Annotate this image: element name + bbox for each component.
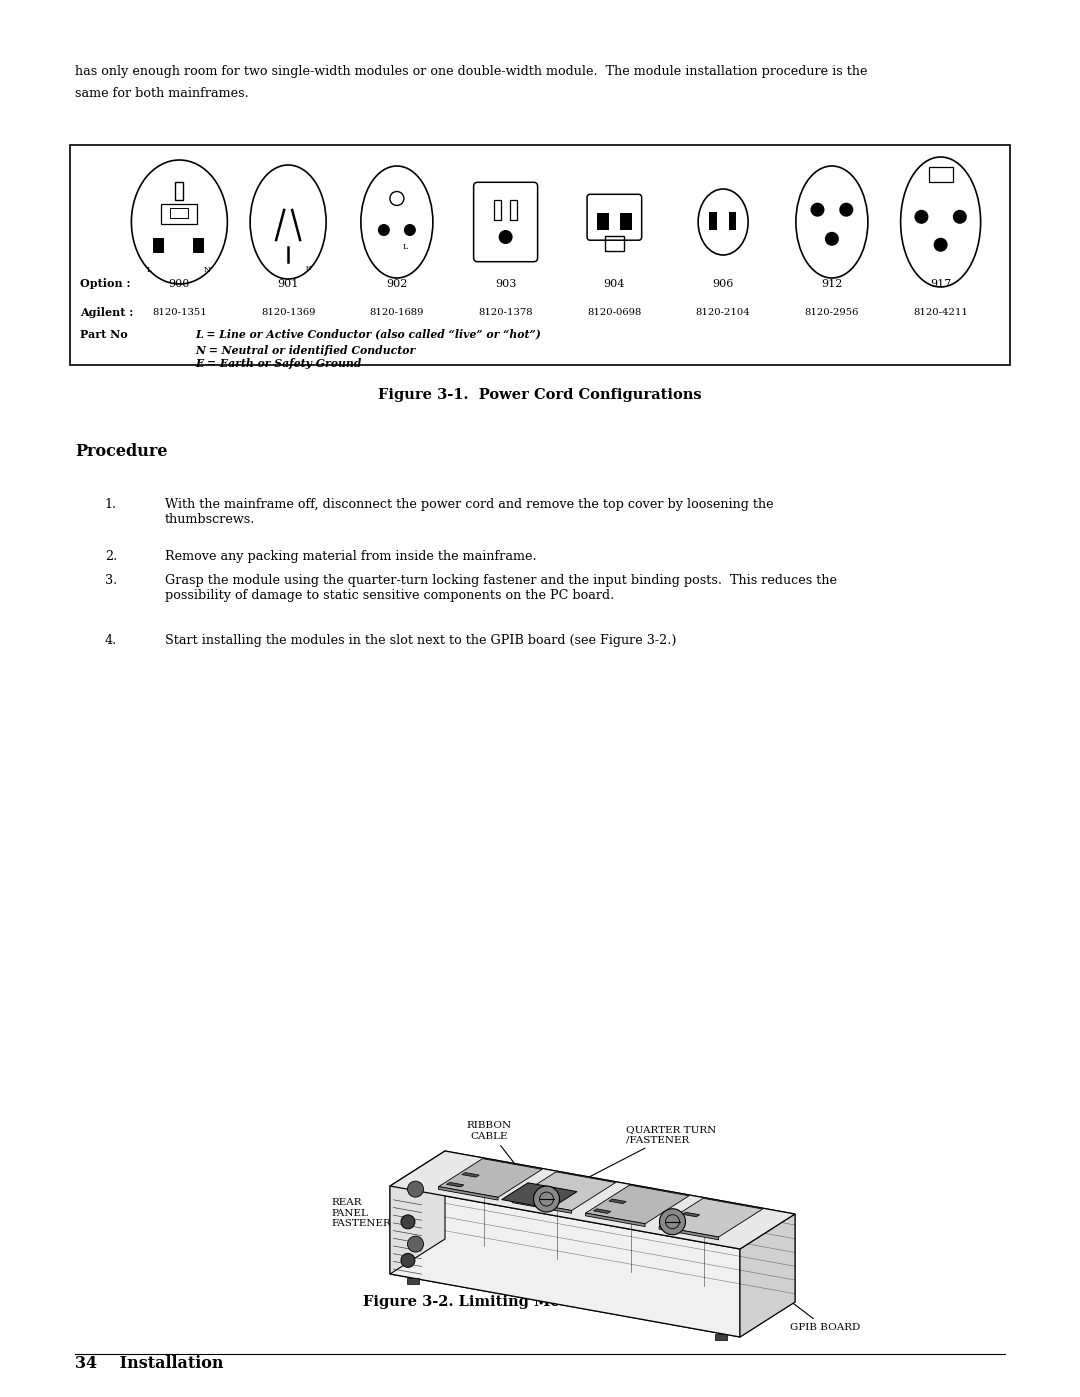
Text: 901: 901 xyxy=(278,278,299,289)
Text: Agilent :: Agilent : xyxy=(80,307,133,317)
Text: With the mainframe off, disconnect the power cord and remove the top cover by lo: With the mainframe off, disconnect the p… xyxy=(165,497,773,527)
Text: N: N xyxy=(204,267,211,274)
Polygon shape xyxy=(438,1158,542,1197)
Circle shape xyxy=(660,1208,686,1235)
Text: 904: 904 xyxy=(604,278,625,289)
Bar xyxy=(605,236,624,250)
Circle shape xyxy=(404,224,416,236)
Polygon shape xyxy=(445,1151,795,1302)
Text: 8120-0698: 8120-0698 xyxy=(588,307,642,317)
Text: QUARTER TURN
/FASTENER: QUARTER TURN /FASTENER xyxy=(549,1125,717,1197)
Polygon shape xyxy=(390,1186,740,1337)
Text: 8120-1351: 8120-1351 xyxy=(152,307,206,317)
Polygon shape xyxy=(512,1172,616,1211)
Polygon shape xyxy=(683,1213,700,1217)
Polygon shape xyxy=(390,1151,795,1249)
Text: REAR
PANEL
FASTENER: REAR PANEL FASTENER xyxy=(330,1199,418,1228)
Text: Figure 3-2. Limiting Modules In an Agilent: Figure 3-2. Limiting Modules In an Agile… xyxy=(363,1295,717,1309)
Bar xyxy=(929,168,953,182)
Bar xyxy=(494,200,501,219)
Polygon shape xyxy=(446,1182,463,1187)
Bar xyxy=(161,204,198,224)
Text: 34    Installation: 34 Installation xyxy=(75,1355,224,1372)
Circle shape xyxy=(401,1215,415,1229)
Text: 8120-2104: 8120-2104 xyxy=(696,307,751,317)
Polygon shape xyxy=(667,1222,685,1227)
Bar xyxy=(510,200,516,219)
Text: Figure 3-1.  Power Cord Configurations: Figure 3-1. Power Cord Configurations xyxy=(378,388,702,402)
Text: L: L xyxy=(147,267,152,274)
Circle shape xyxy=(534,1186,559,1213)
Text: has only enough room for two single-width modules or one double-width module.  T: has only enough room for two single-widt… xyxy=(75,66,867,78)
Text: 1.: 1. xyxy=(105,497,117,511)
Polygon shape xyxy=(438,1186,498,1200)
Polygon shape xyxy=(390,1239,795,1337)
Bar xyxy=(171,208,188,218)
Polygon shape xyxy=(585,1213,645,1227)
Bar xyxy=(175,182,184,200)
Text: Start installing the modules in the slot next to the GPIB board (see Figure 3-2.: Start installing the modules in the slot… xyxy=(165,634,676,647)
Text: 8120-1689: 8120-1689 xyxy=(369,307,424,317)
Circle shape xyxy=(407,1236,423,1252)
Text: 3.: 3. xyxy=(105,574,118,587)
Text: same for both mainframes.: same for both mainframes. xyxy=(75,87,248,101)
Polygon shape xyxy=(512,1200,571,1214)
Text: 912: 912 xyxy=(821,278,842,289)
Bar xyxy=(597,212,609,229)
Text: 4.: 4. xyxy=(105,634,118,647)
Text: GPIB BOARD: GPIB BOARD xyxy=(762,1280,861,1333)
Circle shape xyxy=(953,210,967,224)
Bar xyxy=(620,212,632,229)
Text: Part No: Part No xyxy=(80,328,127,339)
Bar xyxy=(710,212,717,231)
Text: 917: 917 xyxy=(930,278,951,289)
Text: E = Earth or Safety Ground: E = Earth or Safety Ground xyxy=(195,359,362,369)
Text: 903: 903 xyxy=(495,278,516,289)
Polygon shape xyxy=(609,1199,626,1204)
Bar xyxy=(193,237,203,251)
Polygon shape xyxy=(536,1186,553,1190)
Bar xyxy=(715,1334,727,1340)
Text: RIBBON
CABLE: RIBBON CABLE xyxy=(467,1122,538,1193)
Text: 8120-1369: 8120-1369 xyxy=(261,307,315,317)
Text: L: L xyxy=(403,243,407,251)
Circle shape xyxy=(810,203,824,217)
Polygon shape xyxy=(594,1208,611,1214)
Polygon shape xyxy=(462,1172,480,1178)
Bar xyxy=(70,145,1010,365)
Text: Option :: Option : xyxy=(80,278,131,289)
Circle shape xyxy=(407,1180,423,1197)
Bar xyxy=(729,212,737,231)
Text: 906: 906 xyxy=(713,278,733,289)
Text: 8120-1378: 8120-1378 xyxy=(478,307,532,317)
Bar xyxy=(407,1278,419,1284)
Text: 8120-2956: 8120-2956 xyxy=(805,307,859,317)
Polygon shape xyxy=(659,1227,718,1239)
Text: 900: 900 xyxy=(168,278,190,289)
Text: 2.: 2. xyxy=(105,550,118,563)
Circle shape xyxy=(825,232,839,246)
Polygon shape xyxy=(659,1199,762,1236)
Circle shape xyxy=(839,203,853,217)
Text: L = Line or Active Conductor (also called “live” or “hot”): L = Line or Active Conductor (also calle… xyxy=(195,328,541,339)
Polygon shape xyxy=(585,1185,689,1224)
Text: 902: 902 xyxy=(387,278,407,289)
Text: 8120-4211: 8120-4211 xyxy=(914,307,968,317)
Polygon shape xyxy=(501,1183,577,1208)
Polygon shape xyxy=(740,1214,795,1337)
Text: Remove any packing material from inside the mainframe.: Remove any packing material from inside … xyxy=(165,550,537,563)
Circle shape xyxy=(933,237,947,251)
Bar xyxy=(153,237,163,251)
Circle shape xyxy=(915,210,929,224)
Polygon shape xyxy=(390,1151,445,1274)
Text: N = Neutral or identified Conductor: N = Neutral or identified Conductor xyxy=(195,345,415,356)
Circle shape xyxy=(378,224,390,236)
Circle shape xyxy=(499,231,513,244)
Polygon shape xyxy=(519,1196,538,1200)
Text: H: H xyxy=(306,267,311,271)
Text: Procedure: Procedure xyxy=(75,443,167,460)
Circle shape xyxy=(401,1253,415,1267)
Text: Grasp the module using the quarter-turn locking fastener and the input binding p: Grasp the module using the quarter-turn … xyxy=(165,574,837,602)
